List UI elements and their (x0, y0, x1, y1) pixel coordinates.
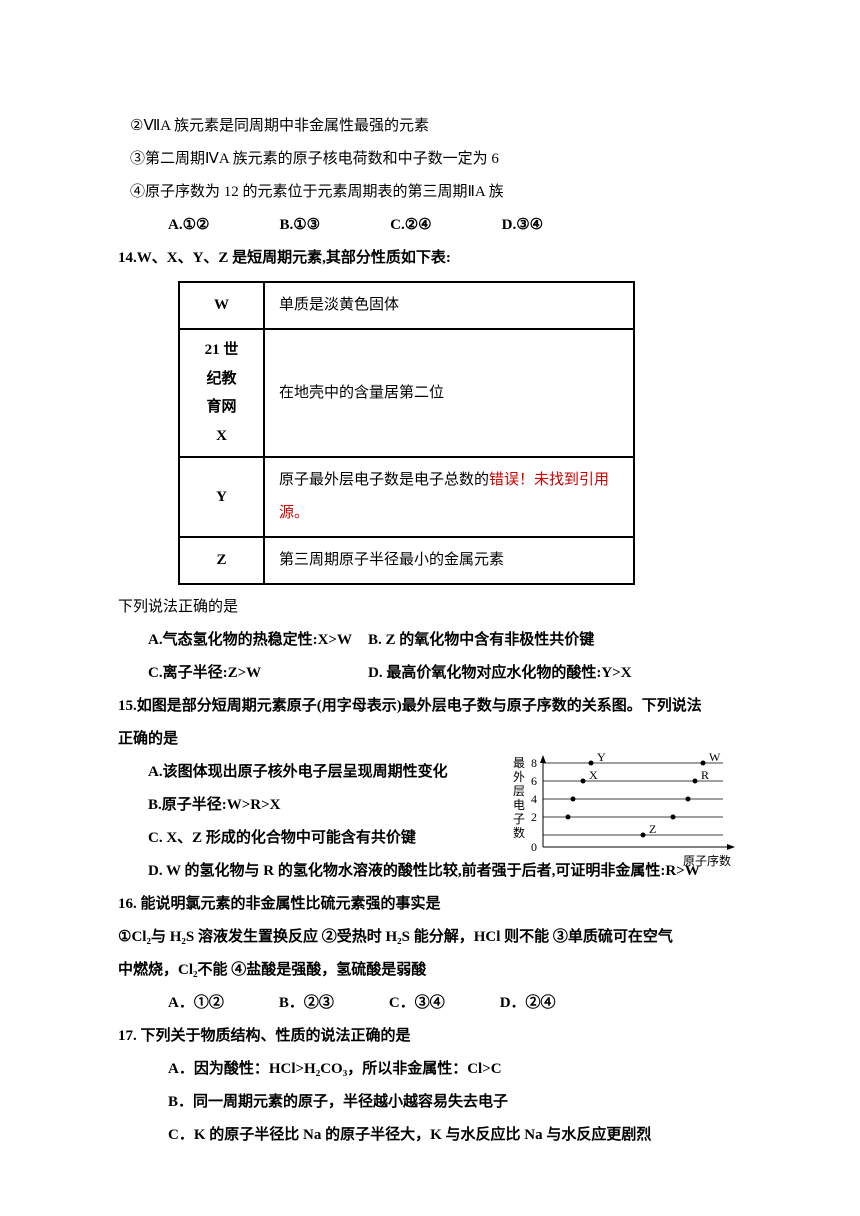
y-arrow-icon (540, 755, 546, 763)
chart-svg: 最 外 层 电 子 数 8 6 4 2 0 (507, 753, 752, 883)
xlabel: 原子序数 (683, 853, 731, 868)
table-row: 21 世 纪教 育网 X 在地壳中的含量居第二位 (179, 329, 634, 457)
chart-point (589, 761, 594, 766)
table-row: Y 原子最外层电子数是电子总数的错误！未找到引用源。 (179, 457, 634, 537)
chart-point-label: Z (649, 822, 656, 836)
chart-point (671, 815, 676, 820)
cell-W-key: W (179, 282, 264, 329)
cell-X-key: 21 世 纪教 育网 X (179, 329, 264, 457)
ylabel-char: 最 (513, 756, 525, 770)
x-line4: X (194, 422, 249, 451)
q16-opt-c: C．③④ (389, 987, 445, 1020)
cell-X-val: 在地壳中的含量居第二位 (264, 329, 634, 457)
q14-opt-d: D. 最高价氧化物对应水化物的酸性:Y>X (368, 657, 708, 690)
q15-opt-b: B.原子半径:W>R>X (148, 789, 480, 822)
cell-Y-pre: 原子最外层电子数是电子总数的 (279, 472, 489, 488)
q14-head: 14.W、X、Y、Z 是短周期元素,其部分性质如下表: (118, 242, 742, 275)
ytick: 0 (531, 840, 537, 854)
ytick: 4 (531, 792, 537, 806)
q14-opt-a: A.气态氢化物的热稳定性:X>W (148, 624, 368, 657)
chart-point (701, 761, 706, 766)
q13-choice-c: C.②④ (390, 209, 431, 242)
ylabel-char: 电 (513, 798, 525, 812)
ylabel-char: 层 (513, 784, 525, 798)
cell-Z-val: 第三周期原子半径最小的金属元素 (264, 537, 634, 584)
q17-head: 17. 下列关于物质结构、性质的说法正确的是 (118, 1020, 742, 1053)
chart-point-label: X (589, 768, 598, 782)
q17-opt-a: A．因为酸性：HCl>H₂CO₃，所以非金属性：Cl>C (168, 1053, 742, 1086)
q14-opt-c: C.离子半径:Z>W (148, 657, 368, 690)
q16-options: A．①② B．②③ C．③④ D．②④ (168, 987, 742, 1020)
q13-choices: A.①② B.①③ C.②④ D.③④ (168, 209, 742, 242)
ytick: 2 (531, 810, 537, 824)
x-arrow-icon (727, 844, 735, 850)
chart-point (571, 797, 576, 802)
chart-point (581, 779, 586, 784)
q13-choice-d: D.③④ (502, 209, 543, 242)
chart-point (686, 797, 691, 802)
q15-opt-a: A.该图体现出原子核外电子层呈现周期性变化 (148, 756, 480, 789)
table-row: W 单质是淡黄色固体 (179, 282, 634, 329)
q13-choice-a: A.①② (168, 209, 209, 242)
q17-opt-c: C．K 的原子半径比 Na 的原子半径大，K 与水反应比 Na 与水反应更剧烈 (168, 1119, 742, 1152)
ylabel-char: 子 (513, 812, 525, 826)
q17-opt-b: B．同一周期元素的原子，半径越小越容易失去电子 (168, 1086, 742, 1119)
q15-head: 15.如图是部分短周期元素原子(用字母表示)最外层电子数与原子序数的关系图。下列… (118, 690, 742, 723)
x-line1: 21 世 (194, 336, 249, 365)
x-line2: 纪教 (194, 365, 249, 394)
chart-point-label: R (701, 768, 709, 782)
chart-points-group: YX WR Z (566, 753, 722, 838)
exam-page: ②ⅦA 族元素是同周期中非金属性最强的元素 ③第二周期ⅣA 族元素的原子核电荷数… (0, 0, 860, 1212)
cell-Z-key: Z (179, 537, 264, 584)
q13-stmt2: ②ⅦA 族元素是同周期中非金属性最强的元素 (130, 110, 742, 143)
chart-point (641, 833, 646, 838)
cell-Y-key: Y (179, 457, 264, 537)
ytick: 6 (531, 774, 537, 788)
cell-Y-val: 原子最外层电子数是电子总数的错误！未找到引用源。 (264, 457, 634, 537)
ylabel-char: 外 (513, 770, 525, 784)
table-row: Z 第三周期原子半径最小的金属元素 (179, 537, 634, 584)
q14-options: A.气态氢化物的热稳定性:X>W B. Z 的氧化物中含有非极性共价键 C.离子… (148, 624, 742, 690)
ylabel-char: 数 (513, 825, 525, 840)
q15-opt-c: C. X、Z 形成的化合物中可能含有共价键 (148, 822, 480, 855)
q14-opt-b: B. Z 的氧化物中含有非极性共价键 (368, 624, 668, 657)
q16-body2: 中燃烧，Cl₂不能 ④盐酸是强酸，氢硫酸是弱酸 (118, 954, 742, 987)
q13-choice-b: B.①③ (279, 209, 320, 242)
q16-body1: ①Cl₂与 H₂S 溶液发生置换反应 ②受热时 H₂S 能分解，HCl 则不能 … (118, 921, 742, 954)
q16: 16. 能说明氯元素的非金属性比硫元素强的事实是 ①Cl₂与 H₂S 溶液发生置… (118, 888, 742, 1020)
q14-table: W 单质是淡黄色固体 21 世 纪教 育网 X 在地壳中的含量居第二位 Y 原子… (178, 281, 635, 585)
q16-head: 16. 能说明氯元素的非金属性比硫元素强的事实是 (118, 888, 742, 921)
q14-post: 下列说法正确的是 (118, 591, 742, 624)
chart-point-label: Y (597, 753, 606, 764)
q15-block: 正确的是 A.该图体现出原子核外电子层呈现周期性变化 B.原子半径:W>R>X … (118, 723, 742, 855)
chart-point-label: W (709, 753, 721, 764)
x-line3: 育网 (194, 393, 249, 422)
q17: 17. 下列关于物质结构、性质的说法正确的是 A．因为酸性：HCl>H₂CO₃，… (118, 1020, 742, 1152)
q15-chart: 最 外 层 电 子 数 8 6 4 2 0 (507, 753, 752, 883)
q16-opt-a: A．①② (168, 987, 224, 1020)
chart-point (693, 779, 698, 784)
q13-stmt3: ③第二周期ⅣA 族元素的原子核电荷数和中子数一定为 6 (130, 143, 742, 176)
cell-W-val: 单质是淡黄色固体 (264, 282, 634, 329)
q13-stmt4: ④原子序数为 12 的元素位于元素周期表的第三周期ⅡA 族 (130, 176, 742, 209)
chart-point (566, 815, 571, 820)
q16-opt-b: B．②③ (279, 987, 334, 1020)
ytick: 8 (531, 756, 537, 770)
q15-text: 正确的是 A.该图体现出原子核外电子层呈现周期性变化 B.原子半径:W>R>X … (118, 723, 480, 855)
q16-opt-d: D．②④ (500, 987, 556, 1020)
q15-head2: 正确的是 (118, 723, 480, 756)
